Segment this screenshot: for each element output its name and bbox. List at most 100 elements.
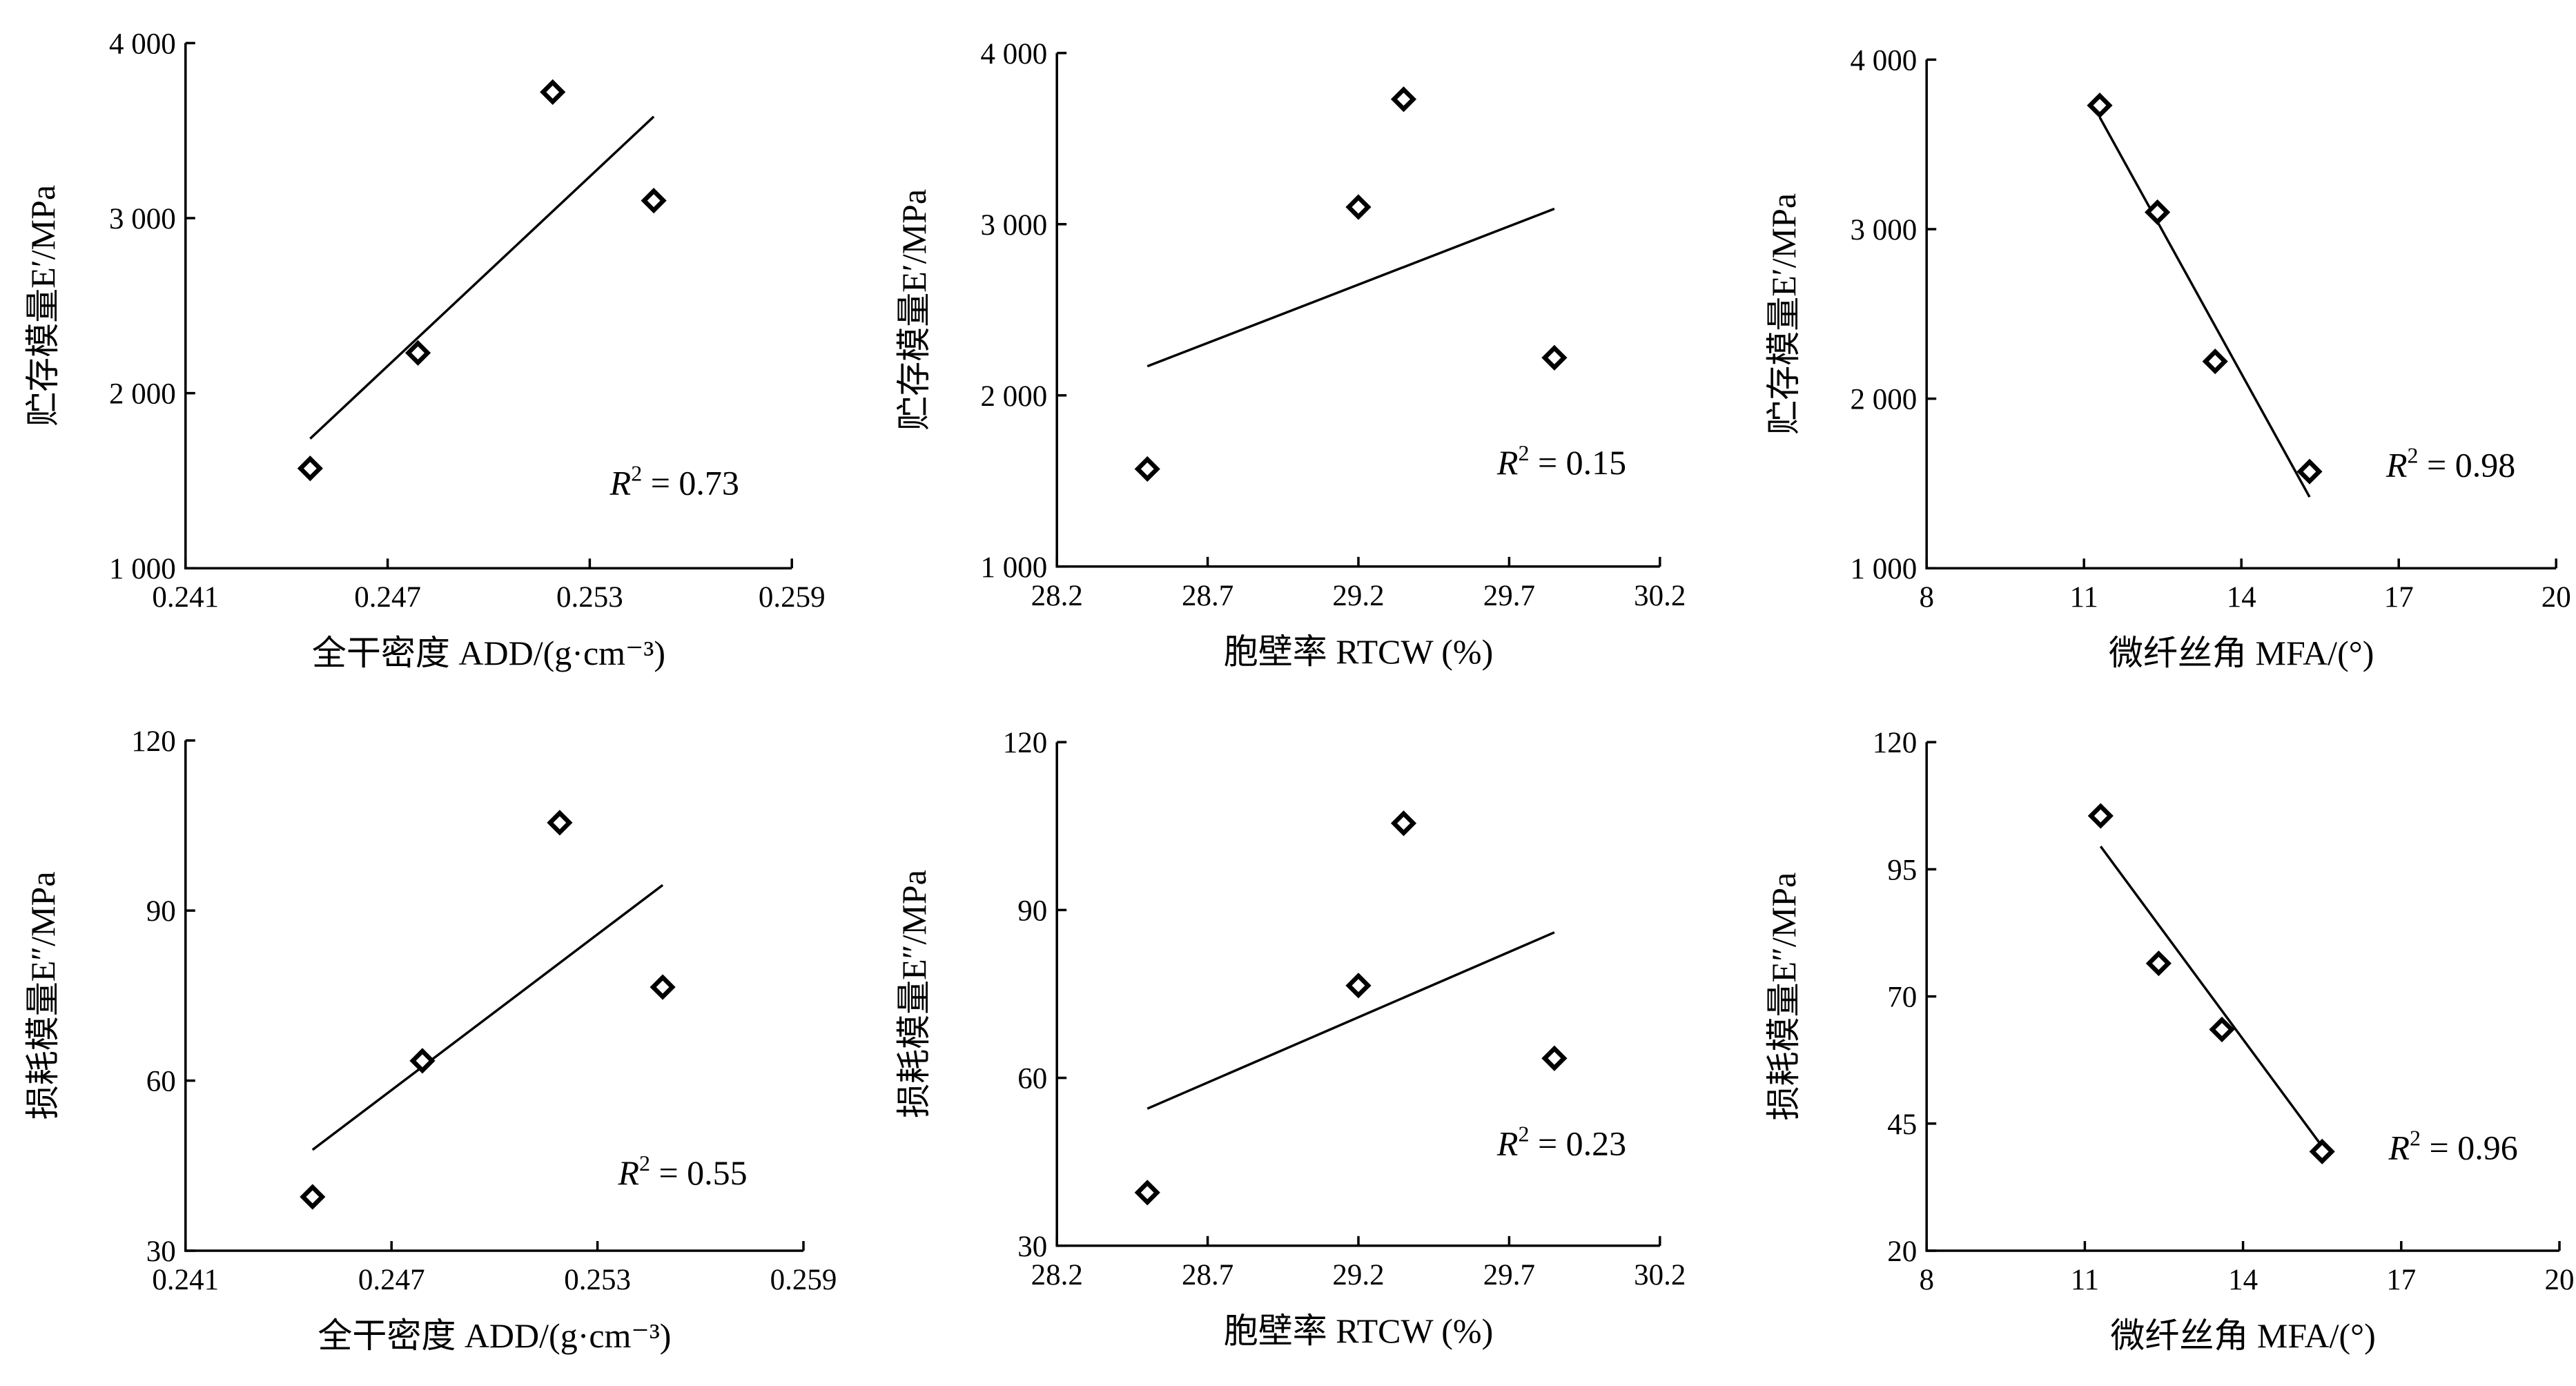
chart-panel-1: 1 000 2 000 3 000 4 000 0.241 0.247 0.253 0.259… bbox=[23, 28, 826, 672]
y-axis-title: 贮存模量E′/MPa bbox=[1764, 193, 1803, 435]
x-tick-label: 8 bbox=[1919, 1264, 1934, 1296]
x-axis-title: 胞壁率 RTCW (%) bbox=[1224, 632, 1493, 671]
x-tick-label: 0.259 bbox=[759, 581, 826, 614]
data-point-3 bbox=[1390, 810, 1417, 837]
y-tick-label: 2 000 bbox=[1850, 384, 1917, 416]
y-tick-label: 2 000 bbox=[109, 378, 176, 411]
data-point-2 bbox=[1345, 973, 1372, 999]
chart-panel-4: 30 60 90 120 0.241 0.247 0.253 0.259 全干密度 ADD/(g… bbox=[23, 725, 837, 1355]
y-tick-label: 1 000 bbox=[109, 553, 176, 585]
data-point-3 bbox=[2202, 348, 2228, 375]
x-tick-label: 14 bbox=[2227, 581, 2256, 614]
data-point-3 bbox=[2209, 1016, 2235, 1043]
chart-panel-3: 1 000 2 000 3 000 4 000 8 11 14 17 20 微纤丝角 MFA/(°… bbox=[1764, 44, 2571, 672]
data-point-4 bbox=[2309, 1138, 2335, 1164]
data-point-3 bbox=[1390, 86, 1417, 113]
x-tick-label: 11 bbox=[2069, 581, 2098, 614]
data-point-1 bbox=[297, 456, 323, 482]
regression-line bbox=[2098, 117, 2311, 498]
regression-line bbox=[309, 115, 655, 440]
x-tick-label: 17 bbox=[2384, 581, 2414, 614]
x-tick-label: 0.259 bbox=[770, 1264, 837, 1296]
chart-panel-2: 1 000 2 000 3 000 4 000 28.2 28.7 29.2 29.7 30.2… bbox=[895, 38, 1686, 671]
data-point-4 bbox=[2296, 458, 2323, 485]
x-tick-label: 29.2 bbox=[1332, 580, 1384, 612]
y-axis-title: 损耗模量E″/MPa bbox=[23, 872, 62, 1120]
x-tick-label: 0.253 bbox=[564, 1264, 631, 1296]
x-tick-label: 0.253 bbox=[556, 581, 623, 614]
y-tick-label: 60 bbox=[1017, 1063, 1047, 1095]
y-tick-label: 90 bbox=[1017, 895, 1047, 927]
x-tick-label: 30.2 bbox=[1634, 580, 1686, 612]
y-tick-label: 30 bbox=[146, 1236, 176, 1268]
regression-line bbox=[1146, 931, 1555, 1110]
data-point-2 bbox=[409, 1048, 436, 1074]
y-tick-label: 3 000 bbox=[109, 203, 176, 235]
y-tick-label: 95 bbox=[1887, 854, 1917, 886]
axis-lines bbox=[1925, 742, 2559, 1252]
x-axis-title: 微纤丝角 MFA/(°) bbox=[2110, 1316, 2375, 1355]
chart-panel-5: 30 60 90 120 28.2 28.7 29.2 29.7 30.2 胞壁率 RTCW (%… bbox=[895, 727, 1686, 1350]
y-tick-label: 120 bbox=[131, 725, 176, 758]
chart-panel-6: 20 45 70 95 120 8 11 14 17 20 微纤丝角 MFA/(°) 损耗模量E″/M… bbox=[1764, 727, 2574, 1355]
r-squared-annotation: R2 = 0.73 bbox=[609, 461, 739, 502]
r-squared-annotation: R2 = 0.23 bbox=[1496, 1121, 1626, 1162]
x-tick-label: 0.241 bbox=[152, 581, 219, 614]
y-tick-label: 30 bbox=[1017, 1231, 1047, 1263]
x-tick-label: 8 bbox=[1919, 581, 1934, 614]
r-squared-annotation: R2 = 0.15 bbox=[1496, 440, 1626, 482]
y-tick-label: 120 bbox=[1873, 727, 1918, 759]
x-tick-label: 0.241 bbox=[152, 1264, 219, 1296]
data-point-1 bbox=[1134, 456, 1160, 482]
data-point-4 bbox=[1541, 1045, 1568, 1071]
r-squared-annotation: R2 = 0.55 bbox=[617, 1151, 747, 1192]
x-tick-label: 29.7 bbox=[1483, 580, 1535, 612]
data-point-1 bbox=[2087, 803, 2114, 829]
x-tick-label: 14 bbox=[2228, 1264, 2258, 1296]
data-point-4 bbox=[1541, 344, 1568, 371]
x-tick-label: 0.247 bbox=[354, 581, 421, 614]
x-tick-label: 20 bbox=[2541, 581, 2571, 614]
x-axis-title: 全干密度 ADD/(g·cm⁻³) bbox=[318, 1316, 671, 1355]
y-axis-title: 贮存模量E′/MPa bbox=[895, 189, 933, 431]
y-tick-label: 20 bbox=[1887, 1236, 1917, 1268]
x-tick-label: 29.7 bbox=[1483, 1259, 1535, 1291]
x-tick-label: 20 bbox=[2545, 1264, 2575, 1296]
data-point-2 bbox=[2145, 199, 2171, 226]
x-tick-label: 28.7 bbox=[1182, 1259, 1233, 1291]
x-tick-label: 28.2 bbox=[1031, 1259, 1083, 1291]
data-point-4 bbox=[650, 974, 676, 1000]
data-point-1 bbox=[2087, 92, 2113, 119]
regression-line bbox=[2099, 846, 2323, 1147]
x-axis-title: 全干密度 ADD/(g·cm⁻³) bbox=[312, 634, 665, 672]
x-tick-label: 28.2 bbox=[1031, 580, 1083, 612]
data-point-1 bbox=[300, 1184, 326, 1210]
data-point-3 bbox=[547, 810, 573, 836]
regression-line bbox=[311, 884, 664, 1151]
y-tick-label: 2 000 bbox=[980, 380, 1047, 413]
x-tick-label: 0.247 bbox=[358, 1264, 425, 1296]
data-point-1 bbox=[1134, 1180, 1160, 1206]
data-point-2 bbox=[2145, 950, 2172, 977]
y-axis-title: 损耗模量E″/MPa bbox=[1764, 872, 1803, 1121]
y-axis-title: 损耗模量E″/MPa bbox=[895, 870, 933, 1118]
y-tick-label: 45 bbox=[1887, 1109, 1917, 1141]
y-axis-title: 贮存模量E′/MPa bbox=[23, 185, 62, 427]
y-tick-label: 1 000 bbox=[1850, 553, 1917, 585]
y-tick-label: 4 000 bbox=[1850, 44, 1917, 77]
x-axis-title: 胞壁率 RTCW (%) bbox=[1224, 1311, 1493, 1350]
y-tick-label: 90 bbox=[146, 895, 176, 928]
y-tick-label: 60 bbox=[146, 1066, 176, 1098]
y-tick-label: 3 000 bbox=[980, 209, 1047, 242]
y-tick-label: 4 000 bbox=[980, 38, 1047, 70]
x-tick-label: 29.2 bbox=[1332, 1259, 1384, 1291]
x-tick-label: 17 bbox=[2386, 1264, 2416, 1296]
r-squared-annotation: R2 = 0.98 bbox=[2385, 443, 2515, 485]
x-tick-label: 30.2 bbox=[1634, 1259, 1686, 1291]
regression-line bbox=[1146, 207, 1555, 368]
axis-lines bbox=[1925, 59, 2557, 569]
y-tick-label: 70 bbox=[1887, 982, 1917, 1014]
data-point-2 bbox=[404, 340, 431, 366]
axis-lines bbox=[1055, 52, 1660, 568]
